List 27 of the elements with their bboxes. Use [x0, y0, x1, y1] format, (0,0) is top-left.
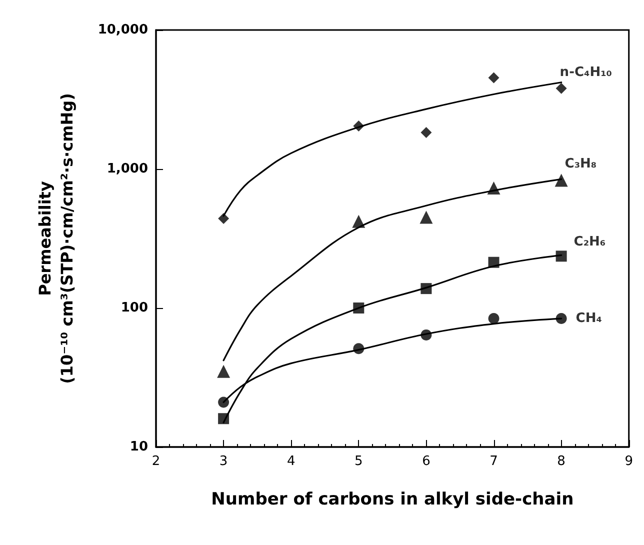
point: [556, 82, 567, 94]
point: [420, 127, 432, 138]
y-axis-title: Permeability (10⁻¹⁰ cm³(STP)·cm/cm²·s·cmHg): [36, 93, 76, 384]
point: [488, 313, 500, 324]
point: [556, 250, 567, 262]
point: [352, 214, 366, 228]
x-tick-label: 9: [624, 454, 634, 469]
series-label: n-C₄H₁₀: [560, 64, 612, 80]
series-label: C₃H₈: [564, 156, 597, 172]
x-tick-label: 8: [557, 454, 566, 469]
x-axis-title: Number of carbons in alkyl side-chain: [211, 490, 574, 510]
point: [488, 72, 500, 84]
x-tick-label: 2: [152, 454, 160, 469]
x-tick-label: 3: [219, 454, 228, 469]
x-tick-label: 4: [286, 454, 296, 469]
y-tick-label: 100: [120, 300, 148, 316]
x-tick-label: 7: [490, 454, 498, 469]
y-tick-label: 10,000: [98, 22, 148, 38]
point: [217, 364, 230, 378]
point: [420, 210, 433, 224]
x-tick-label: 5: [354, 454, 363, 469]
point: [218, 213, 230, 224]
series-label: CH₄: [576, 311, 602, 326]
y-tick-label: 10: [130, 440, 148, 454]
y-tick-label: 1,000: [106, 162, 148, 176]
series-label: C₂H₆: [574, 234, 606, 250]
x-tick-label: 6: [422, 454, 430, 469]
